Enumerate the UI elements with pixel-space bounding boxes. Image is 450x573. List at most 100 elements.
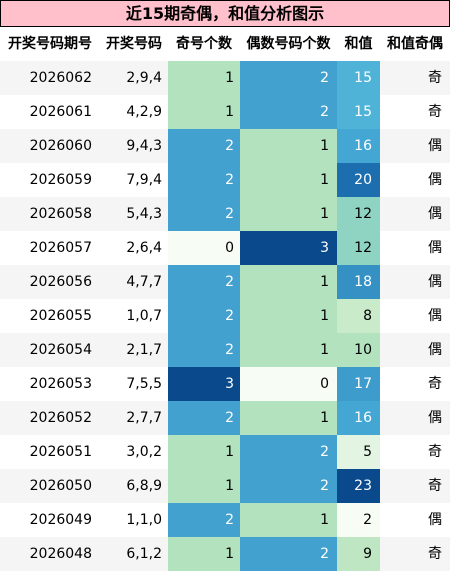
cell-period: 2026048 xyxy=(29,546,92,562)
cell-period: 2026050 xyxy=(29,478,92,494)
cell-sum-parity: 奇 xyxy=(428,444,442,460)
cell-sum: 20 xyxy=(337,163,380,197)
cell-odd-count: 1 xyxy=(168,61,240,95)
cell-odd-count: 2 xyxy=(168,333,240,367)
cell-even-count: 2 xyxy=(240,435,337,469)
cell-odd-count: 2 xyxy=(168,401,240,435)
cell-sum: 5 xyxy=(337,435,380,469)
cell-sum: 18 xyxy=(337,265,380,299)
cell-sum: 9 xyxy=(337,537,380,571)
cell-sum-parity: 奇 xyxy=(428,70,442,86)
table-row: 2026061 4,2,9 1 2 15 奇 xyxy=(0,95,450,129)
cell-numbers: 2,1,7 xyxy=(126,342,162,358)
cell-sum: 16 xyxy=(337,129,380,163)
header-odd-count: 奇号个数 xyxy=(176,36,232,52)
cell-period: 2026060 xyxy=(29,138,92,154)
cell-odd-count: 2 xyxy=(168,197,240,231)
cell-odd-count: 2 xyxy=(168,129,240,163)
cell-sum-parity: 偶 xyxy=(428,342,442,358)
cell-odd-count: 2 xyxy=(168,265,240,299)
cell-numbers: 2,9,4 xyxy=(126,70,162,86)
cell-period: 2026059 xyxy=(29,172,92,188)
cell-odd-count: 2 xyxy=(168,163,240,197)
cell-period: 2026052 xyxy=(29,410,92,426)
cell-even-count: 1 xyxy=(240,503,337,537)
table-row: 2026053 7,5,5 3 0 17 奇 xyxy=(0,367,450,401)
cell-odd-count: 1 xyxy=(168,435,240,469)
cell-even-count: 0 xyxy=(240,367,337,401)
cell-odd-count: 3 xyxy=(168,367,240,401)
cell-numbers: 2,7,7 xyxy=(126,410,162,426)
cell-odd-count: 1 xyxy=(168,95,240,129)
header-even-count: 偶数号码个数 xyxy=(246,36,331,52)
cell-sum-parity: 偶 xyxy=(428,274,442,290)
cell-sum-parity: 偶 xyxy=(428,240,442,256)
cell-odd-count: 1 xyxy=(168,469,240,503)
table-row: 2026049 1,1,0 2 1 2 偶 xyxy=(0,503,450,537)
cell-period: 2026053 xyxy=(29,376,92,392)
cell-period: 2026062 xyxy=(29,70,92,86)
cell-sum-parity: 偶 xyxy=(428,172,442,188)
cell-even-count: 2 xyxy=(240,61,337,95)
cell-period: 2026056 xyxy=(29,274,92,290)
cell-odd-count: 1 xyxy=(168,537,240,571)
table-row: 2026057 2,6,4 0 3 12 偶 xyxy=(0,231,450,265)
cell-even-count: 1 xyxy=(240,163,337,197)
cell-sum: 23 xyxy=(337,469,380,503)
cell-sum-parity: 偶 xyxy=(428,512,442,528)
cell-sum: 8 xyxy=(337,299,380,333)
cell-sum-parity: 奇 xyxy=(428,376,442,392)
cell-numbers: 9,4,3 xyxy=(126,138,162,154)
cell-odd-count: 2 xyxy=(168,503,240,537)
table-header: 开奖号码期号 开奖号码 奇号个数 偶数号码个数 和值 和值奇偶 xyxy=(0,28,450,61)
header-numbers: 开奖号码 xyxy=(106,36,162,52)
cell-numbers: 5,4,3 xyxy=(126,206,162,222)
cell-sum-parity: 偶 xyxy=(428,138,442,154)
cell-sum: 17 xyxy=(337,367,380,401)
cell-sum-parity: 偶 xyxy=(428,308,442,324)
table-row: 2026062 2,9,4 1 2 15 奇 xyxy=(0,61,450,95)
cell-numbers: 2,6,4 xyxy=(126,240,162,256)
cell-numbers: 1,0,7 xyxy=(126,308,162,324)
table-body: 2026062 2,9,4 1 2 15 奇 2026061 4,2,9 1 2 15 奇 202606… xyxy=(0,61,450,571)
table-row: 2026051 3,0,2 1 2 5 奇 xyxy=(0,435,450,469)
cell-numbers: 6,8,9 xyxy=(126,478,162,494)
cell-even-count: 1 xyxy=(240,333,337,367)
cell-sum: 2 xyxy=(337,503,380,537)
cell-sum: 16 xyxy=(337,401,380,435)
table-row: 2026056 4,7,7 2 1 18 偶 xyxy=(0,265,450,299)
header-sum-parity: 和值奇偶 xyxy=(387,36,443,52)
cell-numbers: 7,5,5 xyxy=(126,376,162,392)
cell-sum: 12 xyxy=(337,231,380,265)
cell-numbers: 3,0,2 xyxy=(126,444,162,460)
header-period: 开奖号码期号 xyxy=(8,36,92,52)
table-row: 2026055 1,0,7 2 1 8 偶 xyxy=(0,299,450,333)
cell-period: 2026058 xyxy=(29,206,92,222)
cell-even-count: 1 xyxy=(240,197,337,231)
cell-period: 2026055 xyxy=(29,308,92,324)
table-row: 2026054 2,1,7 2 1 10 偶 xyxy=(0,333,450,367)
cell-sum: 15 xyxy=(337,61,380,95)
cell-period: 2026054 xyxy=(29,342,92,358)
cell-even-count: 1 xyxy=(240,299,337,333)
cell-even-count: 1 xyxy=(240,129,337,163)
cell-numbers: 7,9,4 xyxy=(126,172,162,188)
cell-sum-parity: 奇 xyxy=(428,478,442,494)
cell-even-count: 2 xyxy=(240,469,337,503)
cell-sum-parity: 偶 xyxy=(428,410,442,426)
cell-sum: 15 xyxy=(337,95,380,129)
header-sum: 和值 xyxy=(344,36,373,52)
table-row: 2026060 9,4,3 2 1 16 偶 xyxy=(0,129,450,163)
cell-period: 2026057 xyxy=(29,240,92,256)
cell-even-count: 1 xyxy=(240,401,337,435)
table-row: 2026052 2,7,7 2 1 16 偶 xyxy=(0,401,450,435)
cell-even-count: 2 xyxy=(240,537,337,571)
cell-sum-parity: 奇 xyxy=(428,546,442,562)
cell-numbers: 6,1,2 xyxy=(126,546,162,562)
cell-even-count: 2 xyxy=(240,95,337,129)
table-title: 近15期奇偶，和值分析图示 xyxy=(0,0,450,27)
cell-numbers: 4,7,7 xyxy=(126,274,162,290)
table-row: 2026050 6,8,9 1 2 23 奇 xyxy=(0,469,450,503)
cell-sum: 10 xyxy=(337,333,380,367)
table-row: 2026048 6,1,2 1 2 9 奇 xyxy=(0,537,450,571)
